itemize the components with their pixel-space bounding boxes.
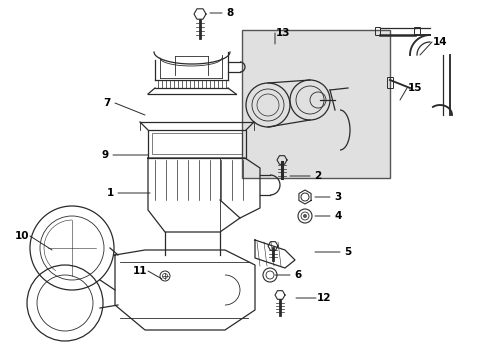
Text: 11: 11: [132, 266, 147, 276]
FancyBboxPatch shape: [242, 30, 389, 178]
Text: 12: 12: [316, 293, 330, 303]
Text: 7: 7: [103, 98, 110, 108]
Text: 3: 3: [334, 192, 341, 202]
Text: 5: 5: [344, 247, 351, 257]
Text: 15: 15: [407, 83, 421, 93]
Text: 4: 4: [334, 211, 341, 221]
Text: 10: 10: [15, 231, 29, 241]
Circle shape: [303, 214, 306, 218]
Text: 6: 6: [294, 270, 301, 280]
Text: 14: 14: [432, 37, 447, 47]
Text: 2: 2: [314, 171, 321, 181]
Text: 8: 8: [226, 8, 233, 18]
Text: 9: 9: [101, 150, 108, 160]
Text: 1: 1: [106, 188, 113, 198]
Text: 13: 13: [275, 28, 290, 38]
